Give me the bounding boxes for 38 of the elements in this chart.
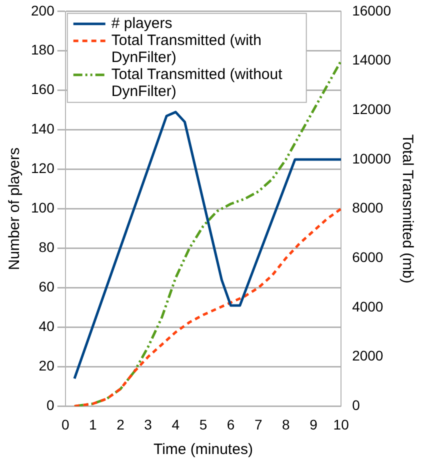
x-tick-label: 4 [172, 416, 180, 432]
y-tick-label: 200 [31, 2, 55, 18]
legend-label: Total Transmitted (without DynFilter) [111, 66, 284, 100]
y-tick-label: 20 [38, 358, 55, 374]
x-tick-label: 5 [199, 416, 208, 432]
y-tick-label: 60 [38, 278, 55, 295]
x-tick-label: 8 [282, 416, 290, 432]
y2-tick-label: 8000 [352, 200, 384, 216]
y2-tick-label: 16000 [352, 2, 392, 18]
x-tick-label: 1 [89, 416, 98, 432]
y-tick-label: 0 [46, 397, 55, 414]
y-tick-label: 40 [38, 318, 55, 334]
legend-label: Total Transmitted (with DynFilter) [111, 32, 262, 66]
y2-tick-label: 14000 [352, 52, 392, 68]
y2-tick-label: 0 [352, 397, 360, 414]
y-tick-label: 80 [38, 239, 55, 256]
x-tick-label: 2 [116, 416, 125, 432]
x-tick-label: 0 [61, 416, 70, 432]
y2-axis-title: Total Transmitted (mb) [398, 134, 416, 284]
y-tick-label: 140 [31, 120, 55, 137]
y-tick-label: 180 [31, 42, 55, 58]
x-tick-label: 10 [333, 416, 350, 432]
y-tick-label: 160 [31, 81, 55, 98]
y2-tick-label: 2000 [352, 348, 384, 364]
x-tick-label: 9 [310, 416, 318, 432]
y2-tick-label: 12000 [352, 100, 392, 117]
x-tick-label: 6 [226, 416, 235, 432]
x-tick-label: 3 [144, 416, 152, 432]
y-axis-title: Number of players [6, 148, 24, 270]
y-tick-label: 100 [31, 200, 55, 216]
line-series [73, 208, 342, 406]
y2-tick-label: 4000 [352, 298, 384, 314]
y-tick-label: 120 [31, 160, 55, 176]
legend-label: # players [111, 15, 172, 32]
y2-tick-label: 6000 [352, 249, 384, 266]
x-tick-label: 7 [254, 416, 262, 432]
x-axis-title: Time (minutes) [153, 441, 253, 458]
y2-tick-label: 10000 [352, 150, 392, 166]
